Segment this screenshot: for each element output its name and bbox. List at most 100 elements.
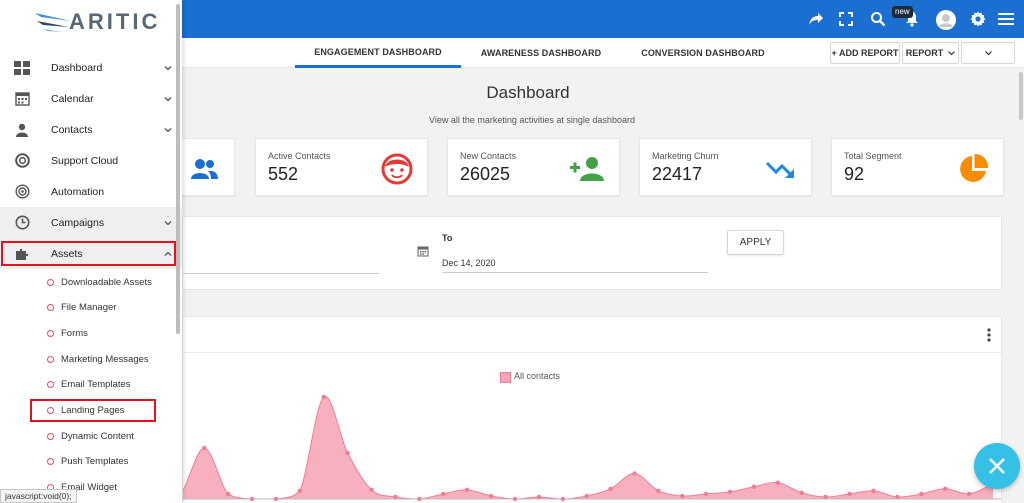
sidebar-item-support-cloud[interactable]: Support Cloud xyxy=(0,145,182,176)
sidebar-item-campaigns[interactable]: Campaigns xyxy=(0,207,182,238)
chevron-down-icon xyxy=(984,50,992,55)
sidebar-subitem-dynamic-content[interactable]: Dynamic Content xyxy=(0,425,182,447)
sidebar-subitem-landing-pages[interactable]: Landing Pages xyxy=(0,400,182,422)
report-dropdown[interactable]: REPORT xyxy=(902,42,959,64)
data-point[interactable] xyxy=(823,494,828,500)
tab-engagement-dashboard[interactable]: ENGAGEMENT DASHBOARD xyxy=(295,38,461,68)
data-point[interactable] xyxy=(273,496,279,502)
page-scrollbar[interactable] xyxy=(1019,72,1023,120)
sidebar-item-label: Support Cloud xyxy=(51,154,119,167)
stat-card-active-contacts[interactable]: Active Contacts 552 xyxy=(255,138,428,196)
data-point[interactable] xyxy=(369,487,374,493)
data-point[interactable] xyxy=(417,496,422,502)
sidebar-subitem-push-templates[interactable]: Push Templates xyxy=(0,451,182,473)
share-icon[interactable] xyxy=(806,9,826,29)
bullet-circle-icon xyxy=(47,407,54,414)
sidebar-subitem-forms[interactable]: Forms xyxy=(0,322,182,344)
kebab-menu-icon[interactable] xyxy=(985,327,993,343)
sidebar-item-calendar[interactable]: Calendar xyxy=(0,83,182,114)
bullet-circle-icon xyxy=(47,458,54,466)
report-dropdown-label: REPORT xyxy=(905,48,944,58)
data-point[interactable] xyxy=(560,496,565,502)
bullet-circle-icon xyxy=(47,355,54,363)
chevron-down-icon[interactable] xyxy=(164,95,172,103)
bullet-circle-icon xyxy=(47,381,54,389)
user-icon xyxy=(14,122,30,138)
data-point[interactable] xyxy=(202,445,207,451)
tab-awareness-dashboard[interactable]: AWARENESS DASHBOARD xyxy=(480,48,602,58)
sidebar-scrollbar[interactable] xyxy=(176,4,180,334)
sidebar-subitem-downloadable-assets[interactable]: Downloadable Assets xyxy=(0,271,182,293)
stat-value: 26025 xyxy=(460,164,511,184)
stat-card-new-contacts[interactable]: New Contacts 26025 xyxy=(447,138,620,196)
sidebar-item-label: Calendar xyxy=(51,92,94,105)
data-point[interactable] xyxy=(441,491,446,497)
sidebar-item-assets[interactable]: Assets xyxy=(0,238,182,269)
data-point[interactable] xyxy=(249,496,255,502)
face-icon xyxy=(381,153,413,185)
sidebar-item-label: Dashboard xyxy=(51,61,103,74)
data-point[interactable] xyxy=(799,490,804,496)
data-point[interactable] xyxy=(680,493,685,499)
data-point[interactable] xyxy=(464,487,470,493)
data-point[interactable] xyxy=(297,488,303,494)
more-options-dropdown[interactable] xyxy=(961,42,1015,64)
bullet-circle-icon xyxy=(47,304,54,312)
data-point[interactable] xyxy=(775,480,781,485)
data-point[interactable] xyxy=(536,494,542,500)
data-point[interactable] xyxy=(656,488,661,494)
data-point[interactable] xyxy=(512,496,518,502)
search-icon[interactable] xyxy=(868,9,888,29)
chevron-down-icon[interactable] xyxy=(164,126,172,134)
data-point[interactable] xyxy=(966,491,972,497)
data-point[interactable] xyxy=(393,494,398,500)
sidebar-item-label: Contacts xyxy=(51,123,93,136)
data-point[interactable] xyxy=(608,486,613,491)
data-point[interactable] xyxy=(871,488,876,494)
data-point[interactable] xyxy=(225,491,231,497)
data-point[interactable] xyxy=(584,493,589,499)
sidebar-item-label: Automation xyxy=(51,185,105,198)
data-point[interactable] xyxy=(321,394,326,400)
data-point[interactable] xyxy=(895,494,900,500)
sidebar-subitem-marketing-messages[interactable]: Marketing Messages xyxy=(0,348,182,370)
from-date-input[interactable] xyxy=(183,273,379,274)
data-point[interactable] xyxy=(727,489,733,495)
stat-card-marketing-churn[interactable]: Marketing Churn 22417 xyxy=(639,138,812,196)
assets-highlight-box xyxy=(1,241,176,266)
tab-conversion-dashboard[interactable]: CONVERSION DASHBOARD xyxy=(641,48,765,58)
chevron-down-icon[interactable] xyxy=(164,64,172,72)
to-date-input[interactable]: Dec 14, 2020 xyxy=(442,253,708,273)
data-point[interactable] xyxy=(703,491,709,497)
hamburger-menu-icon[interactable] xyxy=(996,9,1016,29)
data-point[interactable] xyxy=(919,491,924,497)
data-point[interactable] xyxy=(345,450,350,456)
legend-swatch[interactable] xyxy=(500,372,511,383)
data-point[interactable] xyxy=(847,491,852,497)
sidebar-item-contacts[interactable]: Contacts xyxy=(0,114,182,145)
sidebar-subitem-label: File Manager xyxy=(61,302,117,314)
chevron-up-icon[interactable] xyxy=(164,250,172,258)
clock-icon xyxy=(14,215,30,231)
sidebar-item-dashboard[interactable]: Dashboard xyxy=(0,52,182,83)
data-point[interactable] xyxy=(942,486,948,491)
stat-card-total-segment[interactable]: Total Segment 92 xyxy=(831,138,1004,196)
stat-value: 22417 xyxy=(652,164,703,184)
data-point[interactable] xyxy=(488,493,494,499)
users-icon xyxy=(191,159,218,179)
sidebar-subitem-file-manager[interactable]: File Manager xyxy=(0,297,182,319)
chevron-down-icon[interactable] xyxy=(164,219,172,227)
bullet-circle-icon xyxy=(47,329,54,337)
apply-button[interactable]: APPLY xyxy=(727,230,784,255)
sidebar-item-automation[interactable]: Automation xyxy=(0,176,182,207)
gear-icon[interactable] xyxy=(968,9,988,29)
sidebar-subitem-label: Dynamic Content xyxy=(61,430,134,442)
sidebar-subitem-email-templates[interactable]: Email Templates xyxy=(0,374,182,396)
fullscreen-icon[interactable] xyxy=(836,9,856,29)
add-report-button[interactable]: + ADD REPORT xyxy=(830,42,900,64)
close-fab-button[interactable] xyxy=(974,443,1020,489)
avatar[interactable] xyxy=(936,10,956,30)
data-point[interactable] xyxy=(751,484,757,489)
series-area xyxy=(183,396,993,499)
data-point[interactable] xyxy=(632,471,637,476)
